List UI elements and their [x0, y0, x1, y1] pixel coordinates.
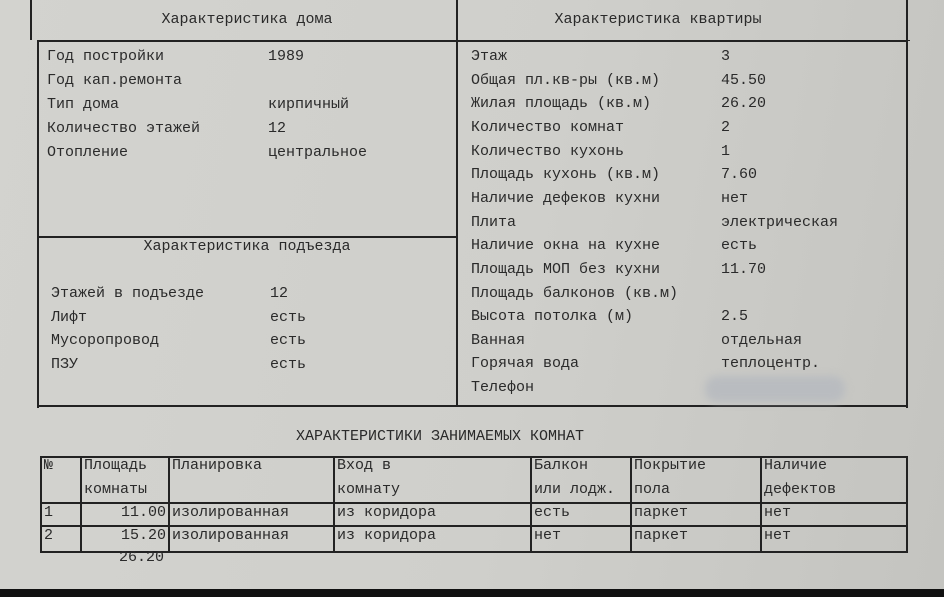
- field-label: Мусоропровод: [51, 332, 160, 350]
- table-cell: нет: [534, 527, 562, 544]
- photo-edge: [0, 589, 944, 597]
- table-border: [760, 456, 762, 553]
- field-value: 1989: [268, 48, 305, 65]
- field-label: Высота потолка (м): [471, 308, 634, 326]
- field-label: Жилая площадь (кв.м): [471, 95, 652, 113]
- field-value: 2.5: [721, 308, 749, 326]
- field-value: нет: [721, 189, 749, 207]
- table-border: [168, 456, 170, 553]
- field-value: 2: [721, 118, 731, 136]
- table-cell: паркет: [634, 504, 689, 521]
- entrance-section-title: Характеристика подъезда: [143, 238, 351, 255]
- column-header: Наличие: [764, 457, 828, 474]
- field-value: отдельная: [721, 331, 803, 349]
- field-label: Наличие окна на кухне: [471, 237, 661, 255]
- apartment-section-title: Характеристика квартиры: [554, 11, 762, 28]
- column-header: комнату: [337, 481, 401, 498]
- table-cell: 11.00: [120, 504, 166, 521]
- field-label: Площадь МОП без кухни: [471, 260, 661, 278]
- field-label: Горячая вода: [471, 355, 580, 373]
- column-header: дефектов: [764, 481, 837, 498]
- table-border: [37, 405, 908, 407]
- field-value: теплоцентр.: [721, 355, 821, 373]
- table-cell: нет: [764, 504, 792, 521]
- column-header: Балкон: [534, 457, 589, 474]
- field-label: Телефон: [471, 379, 535, 397]
- field-label: ПЗУ: [51, 356, 79, 374]
- table-border: [40, 456, 42, 553]
- table-cell: изолированная: [172, 504, 290, 521]
- column-header: Площадь: [84, 457, 148, 474]
- column-header: Планировка: [172, 457, 263, 474]
- table-cell: из коридора: [337, 527, 437, 544]
- field-value: 1: [721, 142, 731, 160]
- table-cell: 15.20: [120, 527, 166, 544]
- column-header: или лодж.: [534, 481, 616, 498]
- field-label: Лифт: [51, 308, 88, 326]
- field-value: 12: [270, 285, 289, 302]
- field-label: Количество этажей: [47, 120, 201, 137]
- table-cell: паркет: [634, 527, 689, 544]
- field-label: Тип дома: [47, 96, 120, 113]
- column-header: комнаты: [84, 481, 148, 498]
- table-border: [906, 0, 908, 408]
- table-border: [456, 0, 458, 406]
- field-value: кирпичный: [268, 96, 350, 113]
- field-value: центральное: [268, 144, 368, 161]
- table-border: [37, 40, 906, 42]
- field-label: Количество комнат: [471, 118, 625, 136]
- column-header: Покрытие: [634, 457, 707, 474]
- field-label: Год постройки: [47, 48, 165, 65]
- field-label: Год кап.ремонта: [47, 72, 183, 89]
- field-value: 3: [721, 48, 731, 65]
- table-border: [333, 456, 335, 553]
- table-border: [40, 551, 908, 553]
- field-value: 11.70: [721, 260, 767, 278]
- table-border: [906, 456, 908, 553]
- field-value: 12: [268, 120, 287, 137]
- table-cell: из коридора: [337, 504, 437, 521]
- field-label: Плита: [471, 213, 517, 231]
- field-label: Площадь кухонь (кв.м): [471, 166, 661, 184]
- rooms-table-title: ХАРАКТЕРИСТИКИ ЗАНИМАЕМЫХ КОМНАТ: [295, 428, 585, 445]
- table-cell: 2: [44, 527, 54, 544]
- field-label: Количество кухонь: [471, 142, 625, 160]
- table-border: [37, 40, 39, 408]
- field-label: Площадь балконов (кв.м): [471, 284, 679, 302]
- field-value: есть: [270, 308, 307, 326]
- field-value: 7.60: [721, 166, 758, 184]
- column-header: Вход в: [337, 457, 392, 474]
- column-header: пола: [634, 481, 671, 498]
- field-label: Общая пл.кв-ры (кв.м): [471, 71, 661, 89]
- table-cell: изолированная: [172, 527, 290, 544]
- redacted-phone: [705, 376, 845, 402]
- field-value: электрическая: [721, 213, 839, 231]
- table-border: [908, 40, 910, 41]
- house-section-title: Характеристика дома: [161, 11, 333, 28]
- table-cell: нет: [764, 527, 792, 544]
- column-header: №: [44, 457, 54, 474]
- field-label: Ванная: [471, 331, 526, 349]
- field-label: Наличие дефеков кухни: [471, 189, 661, 207]
- table-cell: есть: [534, 504, 571, 521]
- table-border: [530, 456, 532, 553]
- table-border: [40, 456, 908, 458]
- table-border: [37, 236, 457, 238]
- table-border: [630, 456, 632, 553]
- field-label: Отопление: [47, 144, 129, 161]
- rooms-total-area: 26.20: [118, 549, 164, 566]
- field-value: есть: [721, 237, 758, 255]
- field-label: Этажей в подъезде: [51, 285, 205, 302]
- field-value: 26.20: [721, 95, 767, 113]
- table-cell: 1: [44, 504, 54, 521]
- field-value: есть: [270, 356, 307, 374]
- field-label: Этаж: [471, 48, 508, 65]
- table-border: [30, 0, 32, 40]
- field-value: 45.50: [721, 71, 767, 89]
- table-border: [40, 525, 908, 527]
- table-border: [80, 456, 82, 553]
- field-value: есть: [270, 332, 307, 350]
- table-border: [40, 502, 908, 504]
